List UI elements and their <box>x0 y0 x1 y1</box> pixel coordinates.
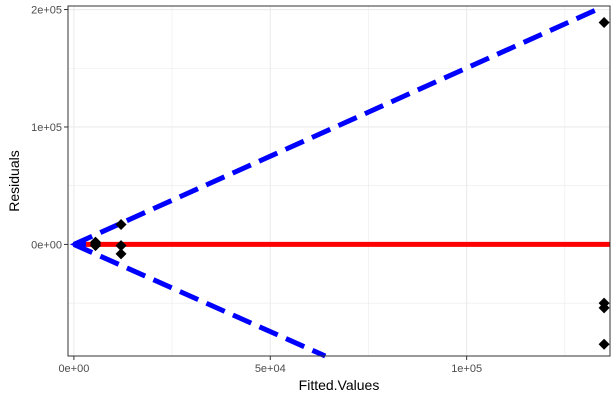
x-tick-label: 5e+04 <box>255 363 286 375</box>
grid-minor <box>68 6 610 356</box>
data-point <box>115 248 127 260</box>
data-point <box>89 238 101 250</box>
data-point <box>115 218 127 230</box>
reference-lines <box>69 4 610 359</box>
panel-border <box>67 5 611 357</box>
reference-line-upper <box>72 4 604 247</box>
data-point <box>598 302 610 314</box>
origin-arrow-marker <box>69 237 86 252</box>
data-point <box>598 338 610 350</box>
x-axis-title: Fitted.Values <box>299 377 380 393</box>
data-points <box>89 16 610 350</box>
y-axis-title: Residuals <box>6 150 22 211</box>
x-tick-label: 1e+05 <box>451 363 482 375</box>
x-axis-ticks: 0e+00 5e+04 1e+05 <box>58 356 482 375</box>
data-point <box>115 240 127 252</box>
reference-line-lower <box>72 242 327 359</box>
data-point <box>598 16 610 28</box>
y-axis-ticks: 0e+00 1e+05 2e+05 <box>31 5 68 251</box>
y-tick-label: 0e+00 <box>31 239 62 251</box>
y-tick-label: 2e+05 <box>31 5 62 17</box>
y-tick-label: 1e+05 <box>31 122 62 134</box>
x-tick-label: 0e+00 <box>58 363 89 375</box>
